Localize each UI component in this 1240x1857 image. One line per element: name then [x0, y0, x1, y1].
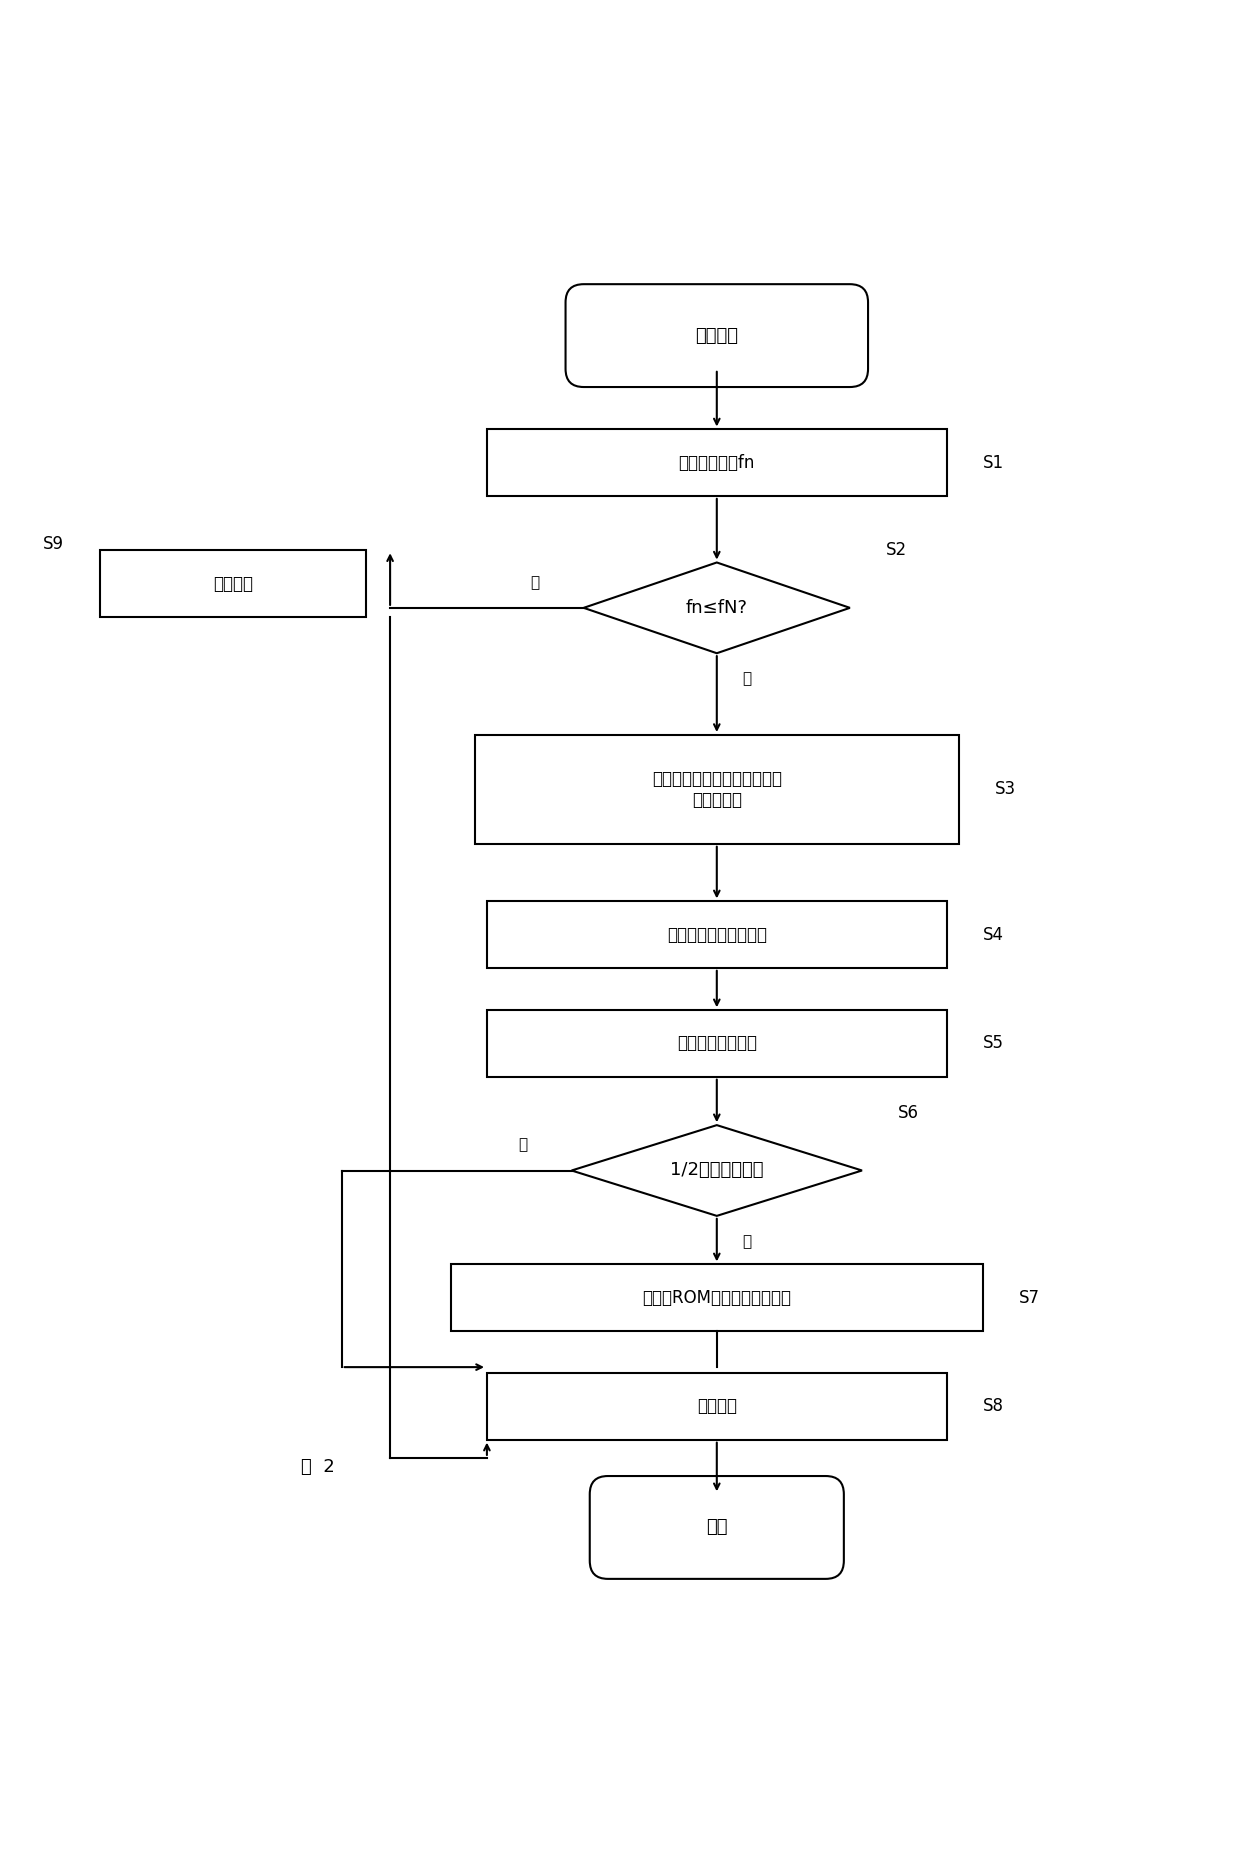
Polygon shape — [584, 563, 849, 654]
Polygon shape — [572, 1125, 862, 1216]
Text: 计算施加电压的调整量: 计算施加电压的调整量 — [667, 925, 766, 943]
Text: S1: S1 — [983, 453, 1004, 472]
FancyBboxPatch shape — [99, 550, 366, 617]
Text: 参考调整量限制值: 参考调整量限制值 — [677, 1034, 756, 1053]
Text: 1/2额定控制中？: 1/2额定控制中？ — [670, 1161, 764, 1179]
Text: 是: 是 — [743, 1235, 751, 1250]
Text: 图  2: 图 2 — [300, 1458, 335, 1476]
Text: S8: S8 — [983, 1398, 1004, 1415]
FancyBboxPatch shape — [565, 284, 868, 386]
Text: S6: S6 — [898, 1105, 919, 1122]
Text: S2: S2 — [887, 542, 908, 559]
Text: S4: S4 — [983, 925, 1004, 943]
FancyBboxPatch shape — [487, 1372, 946, 1439]
Text: 否: 否 — [531, 574, 539, 591]
Text: S9: S9 — [42, 535, 63, 553]
Text: 是: 是 — [743, 672, 751, 687]
Text: 计算压缩机转子的旋转速度、
旋转加速度: 计算压缩机转子的旋转速度、 旋转加速度 — [652, 771, 781, 810]
FancyBboxPatch shape — [487, 1010, 946, 1077]
Text: 转矩控制: 转矩控制 — [697, 1398, 737, 1415]
Text: 检测运转频率fn: 检测运转频率fn — [678, 453, 755, 472]
Text: 其他处理: 其他处理 — [213, 574, 253, 592]
FancyBboxPatch shape — [487, 901, 946, 967]
Text: 转矩控制: 转矩控制 — [696, 327, 738, 345]
Text: S7: S7 — [1019, 1289, 1040, 1307]
Text: 否: 否 — [518, 1136, 528, 1153]
FancyBboxPatch shape — [450, 1265, 983, 1331]
Text: S5: S5 — [983, 1034, 1004, 1053]
Text: 结束: 结束 — [706, 1519, 728, 1536]
Text: 从外部ROM读出调整量限制值: 从外部ROM读出调整量限制值 — [642, 1289, 791, 1307]
FancyBboxPatch shape — [475, 735, 959, 843]
FancyBboxPatch shape — [487, 429, 946, 496]
FancyBboxPatch shape — [590, 1476, 844, 1578]
Text: S3: S3 — [994, 780, 1017, 799]
Text: fn≤fN?: fn≤fN? — [686, 598, 748, 617]
